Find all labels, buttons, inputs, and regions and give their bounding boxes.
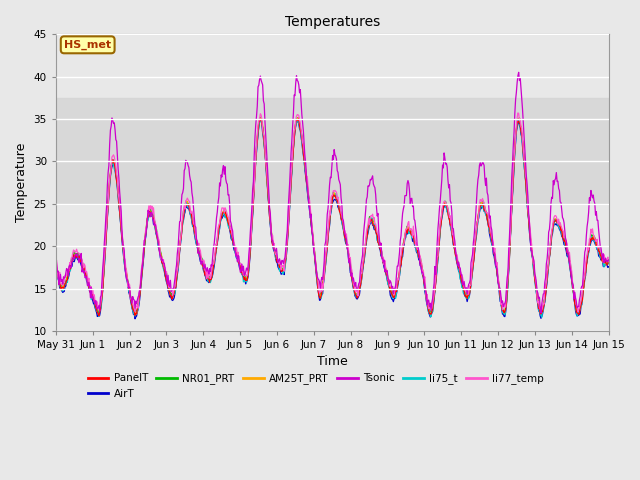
NR01_PRT — [52, 262, 60, 268]
PanelT — [295, 115, 303, 121]
AM25T_PRT — [294, 115, 302, 121]
li75_t — [415, 255, 423, 261]
li77_temp — [52, 257, 60, 263]
AirT — [176, 249, 184, 255]
AirT — [52, 265, 60, 271]
Tsonic — [605, 257, 612, 263]
AM25T_PRT — [417, 260, 425, 266]
li75_t — [175, 257, 182, 263]
li77_temp — [119, 236, 127, 241]
Tsonic — [399, 206, 407, 212]
li77_temp — [62, 273, 70, 278]
NR01_PRT — [501, 311, 509, 317]
li77_temp — [514, 110, 522, 116]
li75_t — [399, 242, 407, 248]
Tsonic — [62, 270, 70, 276]
li77_temp — [399, 242, 407, 248]
NR01_PRT — [257, 114, 265, 120]
li75_t — [514, 117, 522, 122]
AirT — [131, 316, 139, 322]
NR01_PRT — [605, 260, 612, 266]
Line: AM25T_PRT: AM25T_PRT — [56, 118, 609, 314]
AirT — [293, 116, 301, 121]
Line: li75_t: li75_t — [56, 120, 609, 317]
AM25T_PRT — [205, 276, 212, 282]
AirT — [62, 283, 70, 289]
Y-axis label: Temperature: Temperature — [15, 143, 28, 222]
AM25T_PRT — [52, 258, 60, 264]
PanelT — [417, 261, 425, 266]
PanelT — [52, 258, 60, 264]
NR01_PRT — [417, 254, 424, 260]
AM25T_PRT — [119, 241, 127, 247]
Tsonic — [119, 241, 127, 247]
PanelT — [205, 277, 212, 283]
li75_t — [204, 279, 212, 285]
AirT — [119, 246, 127, 252]
AM25T_PRT — [605, 260, 612, 265]
NR01_PRT — [175, 254, 182, 260]
NR01_PRT — [204, 275, 212, 280]
NR01_PRT — [400, 237, 408, 242]
li77_temp — [605, 259, 612, 264]
Bar — [56, 98, 609, 204]
Title: Temperatures: Temperatures — [285, 15, 380, 29]
Tsonic — [537, 310, 545, 316]
AirT — [401, 235, 409, 241]
Tsonic — [515, 70, 522, 75]
PanelT — [605, 258, 612, 264]
PanelT — [95, 313, 103, 319]
Tsonic — [204, 268, 212, 274]
PanelT — [62, 280, 70, 286]
li75_t — [62, 281, 70, 287]
NR01_PRT — [62, 278, 70, 284]
Tsonic — [415, 255, 423, 261]
Line: PanelT: PanelT — [56, 118, 609, 316]
AirT — [417, 264, 425, 270]
Legend: PanelT, AirT, NR01_PRT, AM25T_PRT, Tsonic, li75_t, li77_temp: PanelT, AirT, NR01_PRT, AM25T_PRT, Tsoni… — [83, 369, 548, 403]
NR01_PRT — [119, 239, 127, 245]
AM25T_PRT — [176, 244, 184, 250]
X-axis label: Time: Time — [317, 356, 348, 369]
AM25T_PRT — [132, 312, 140, 317]
li75_t — [605, 259, 612, 265]
li77_temp — [204, 275, 212, 281]
Line: AirT: AirT — [56, 119, 609, 319]
Tsonic — [175, 231, 182, 237]
li77_temp — [574, 309, 582, 315]
PanelT — [176, 247, 184, 253]
Line: NR01_PRT: NR01_PRT — [56, 117, 609, 314]
li75_t — [538, 314, 545, 320]
PanelT — [120, 248, 127, 254]
Text: HS_met: HS_met — [64, 40, 111, 50]
PanelT — [401, 235, 409, 240]
AM25T_PRT — [62, 281, 70, 287]
li75_t — [52, 260, 60, 266]
li77_temp — [175, 252, 182, 257]
AM25T_PRT — [401, 234, 409, 240]
li75_t — [119, 240, 127, 246]
li77_temp — [415, 252, 423, 257]
AirT — [205, 280, 212, 286]
AirT — [605, 264, 612, 270]
Line: li77_temp: li77_temp — [56, 113, 609, 312]
Tsonic — [52, 253, 60, 259]
Line: Tsonic: Tsonic — [56, 72, 609, 313]
